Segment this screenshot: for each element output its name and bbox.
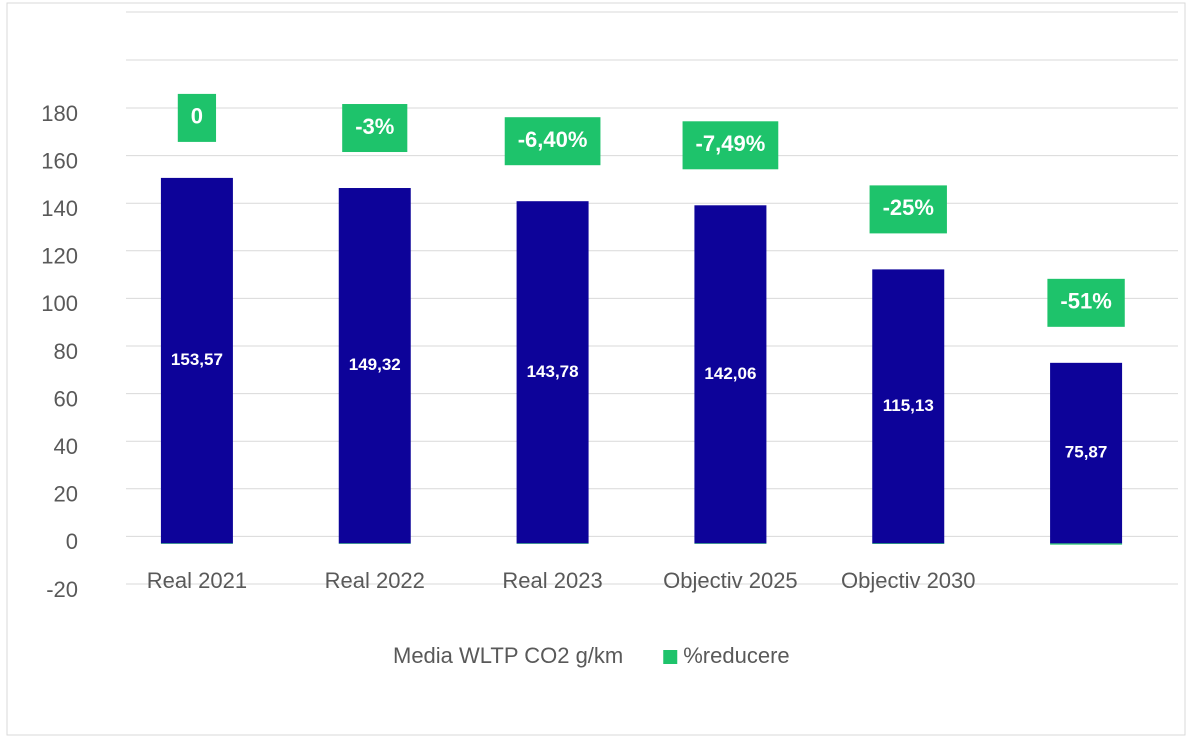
x-tick-label: Real 2021 bbox=[147, 568, 247, 593]
value-label-box bbox=[869, 185, 947, 234]
y-tick-label: -20 bbox=[46, 577, 78, 602]
y-tick-label: 140 bbox=[41, 196, 78, 221]
y-tick-label: 40 bbox=[54, 434, 78, 459]
bar bbox=[694, 205, 767, 544]
value-label-box bbox=[177, 93, 217, 142]
y-tick-label: 120 bbox=[41, 244, 78, 269]
value-label: -7,49% bbox=[696, 131, 766, 156]
value-label: 0 bbox=[191, 104, 203, 129]
bar bbox=[516, 543, 589, 544]
value-label: -6,40% bbox=[518, 127, 588, 152]
x-tick-label: Real 2023 bbox=[502, 568, 602, 593]
y-tick-label: 60 bbox=[54, 386, 78, 411]
legend-label: Media WLTP CO2 g/km bbox=[393, 643, 623, 668]
y-tick-label: 100 bbox=[41, 291, 78, 316]
value-label: 149,32 bbox=[349, 355, 401, 374]
y-tick-label: 80 bbox=[54, 339, 78, 364]
bar bbox=[872, 269, 945, 544]
bar bbox=[338, 543, 411, 544]
value-label: 153,57 bbox=[171, 350, 223, 369]
value-label-box bbox=[504, 117, 601, 166]
value-label-box bbox=[1047, 278, 1125, 327]
legend-swatch bbox=[663, 650, 678, 664]
legend-label: %reducere bbox=[683, 643, 789, 668]
value-label: 115,13 bbox=[883, 396, 934, 415]
bar bbox=[516, 201, 589, 544]
y-tick-label: 160 bbox=[41, 148, 78, 173]
y-tick-label: 0 bbox=[66, 529, 78, 554]
value-label: -51% bbox=[1060, 289, 1111, 314]
bar bbox=[160, 177, 233, 544]
value-label: -3% bbox=[355, 114, 394, 139]
value-label: -25% bbox=[883, 195, 934, 220]
value-label: 142,06 bbox=[704, 364, 756, 383]
value-label: 143,78 bbox=[527, 362, 579, 381]
bar bbox=[872, 543, 945, 544]
bar bbox=[1050, 362, 1123, 544]
y-tick-label: 180 bbox=[41, 101, 78, 126]
x-tick-label: Objectiv 2030 bbox=[841, 568, 976, 593]
bar bbox=[338, 188, 411, 544]
x-tick-label: Real 2022 bbox=[325, 568, 425, 593]
value-label-box bbox=[682, 121, 779, 170]
bar bbox=[694, 543, 767, 544]
bar bbox=[1050, 543, 1123, 545]
x-tick-label: Objectiv 2025 bbox=[663, 568, 798, 593]
y-tick-label: 20 bbox=[54, 482, 78, 507]
value-label: 75,87 bbox=[1065, 443, 1108, 462]
value-label-box bbox=[342, 104, 408, 153]
bar bbox=[160, 543, 233, 544]
